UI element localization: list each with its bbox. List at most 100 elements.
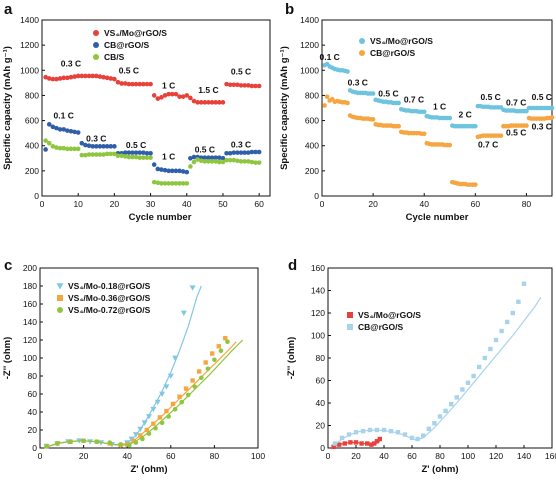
data-point [190,378,195,383]
x-tick-label: 40 [122,451,132,461]
x-tick-label: 40 [419,199,429,209]
y-tick-label: 80 [316,353,326,363]
data-point [101,144,106,149]
legend-label: VS₄/Mo@rGO/S [104,28,167,38]
legend-marker [93,54,99,60]
panel-b: b0 20 40 60 800200400600800100012001400Cycle… [279,1,555,223]
data-point [44,443,49,449]
legend-marker [57,307,63,313]
data-point [216,344,221,349]
y-tick-label: 1200 [300,40,319,50]
data-point [43,147,48,152]
plot-frame [41,19,271,197]
data-point [192,384,198,390]
data-point [166,91,171,97]
data-point [153,425,158,431]
data-point [465,380,471,385]
data-point [144,155,150,160]
data-point [112,151,117,157]
data-point [473,123,478,129]
panel-label: b [285,1,294,18]
y-tick-label: 400 [305,141,319,151]
legend-marker [57,295,63,301]
y-tick-label: 200 [23,263,37,273]
y-tick-label: 60 [28,389,38,399]
data-point [443,408,448,414]
rate-annotation: 0.7 C [506,97,526,107]
data-point [180,310,187,316]
y-axis-title: Specific capacity (mAh g⁻¹) [279,46,290,170]
data-point [426,426,431,432]
data-point [163,384,170,390]
data-point [235,158,240,164]
data-point [209,155,215,160]
y-tick-label: 140 [23,317,37,327]
data-point [209,100,215,105]
y-tick-label: 100 [23,353,37,363]
data-point [256,149,262,155]
data-point [141,420,148,426]
data-point [345,69,350,74]
data-point [173,181,179,186]
x-tick-label: 60 [407,451,417,461]
y-tick-label: 140 [311,286,325,296]
legend-label: CB@rGO/S [358,322,403,332]
data-point [101,152,106,157]
data-point [54,76,59,82]
data-point [151,93,157,98]
data-point [242,150,247,155]
data-point [180,181,186,186]
rate-annotation: 0.7 C [404,94,424,104]
data-point [108,144,114,149]
data-point [43,138,48,143]
data-point [206,159,211,164]
data-point [46,140,52,146]
data-point [122,81,128,86]
x-tick-label: 120 [489,451,503,461]
legend-marker [347,324,353,330]
data-point [90,73,95,79]
data-point [189,285,196,291]
data-point [46,76,52,81]
legend-label: CB@rGO/S [104,40,149,50]
data-point [137,426,144,433]
rate-annotation: 0.3 C [61,59,81,69]
data-point [432,421,437,426]
data-point [437,414,443,419]
data-point [510,310,515,316]
legend-label: VS₄/Mo@rGO/S [358,310,421,320]
data-point [191,98,197,104]
data-point [374,427,380,433]
data-point [421,131,427,137]
data-point [224,81,229,87]
data-point [126,154,132,160]
x-axis-title: Cycle number [129,212,192,223]
data-point [353,430,359,435]
data-point [79,140,85,146]
data-point [43,74,48,80]
y-tick-label: 160 [311,263,325,273]
data-point [198,158,204,164]
y-tick-label: 200 [305,166,319,176]
legend-marker [56,283,64,290]
data-point [188,95,193,101]
data-point [144,427,150,433]
data-point [86,152,92,157]
y-tick-label: 0 [320,443,325,453]
panel-label: a [4,1,13,18]
data-point [93,152,99,157]
data-point [166,181,171,186]
data-point [94,439,99,445]
data-point [188,164,193,169]
y-tick-label: 1400 [20,15,39,25]
y-tick-label: 20 [316,421,326,431]
y-tick-label: 20 [28,425,38,435]
data-point [180,94,186,99]
data-point [138,433,143,438]
legend: VS₄/Mo-0.18@rGO/S VS₄/Mo-0.36@rGO/S VS₄/Mo… [56,281,151,315]
data-point [162,93,168,98]
data-point [166,414,171,419]
data-point [146,414,152,420]
data-point [61,127,67,132]
rate-annotation: 0.3 C [532,121,552,131]
